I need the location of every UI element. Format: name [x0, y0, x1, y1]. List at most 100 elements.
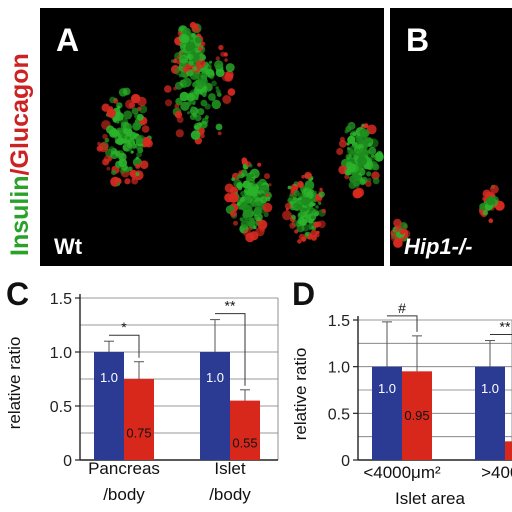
cell-blob: [257, 162, 262, 167]
category-label: /body: [103, 485, 145, 504]
cell-blob: [482, 189, 492, 199]
cell-blob: [218, 44, 224, 51]
cell-blob: [141, 125, 150, 133]
cell-blob: [182, 66, 189, 73]
cell-blob: [118, 129, 124, 134]
cell-blob: [131, 107, 139, 115]
micrograph-panel-b: B Hip1-/-: [390, 8, 512, 266]
cell-blob: [164, 99, 173, 107]
cell-blob: [211, 80, 217, 87]
cell-blob: [201, 117, 209, 125]
panel-a-letter: A: [56, 22, 80, 58]
panel-c-letter: C: [6, 276, 30, 312]
cell-blob: [126, 142, 133, 149]
cell-blob: [352, 160, 356, 164]
cell-blob: [135, 163, 141, 169]
cell-blob: [236, 175, 240, 180]
cell-blob: [240, 219, 250, 228]
cell-blob: [238, 206, 242, 210]
cell-blob: [193, 122, 201, 131]
cell-blob: [264, 173, 270, 180]
bar: [475, 366, 505, 460]
y-tick-label: 1.5: [328, 313, 350, 330]
cell-blob: [114, 112, 124, 121]
cell-blob: [197, 72, 208, 83]
cell-blob: [233, 220, 238, 226]
cell-blob: [256, 216, 261, 221]
bar: [372, 366, 402, 460]
cell-blob: [349, 153, 352, 157]
cell-blob: [357, 156, 368, 166]
panel-b-letter: B: [406, 22, 430, 58]
cell-blob: [135, 172, 140, 177]
cell-blob: [308, 227, 312, 231]
cell-blob: [319, 187, 323, 191]
cell-blob: [262, 202, 273, 213]
cell-blob: [131, 93, 141, 104]
cell-blob: [222, 95, 232, 104]
cell-blob: [187, 111, 191, 115]
cell-blob: [174, 103, 180, 109]
cell-blob: [242, 200, 251, 209]
data-label: 1.0: [481, 381, 499, 396]
cell-blob: [371, 171, 380, 180]
cell-blob: [399, 229, 405, 235]
cell-blob: [209, 75, 214, 80]
cell-blob: [365, 180, 372, 187]
cell-blob: [361, 123, 365, 127]
y-tick-label: 1.0: [50, 345, 72, 362]
y-axis-title: relative ratio: [5, 337, 24, 430]
cell-blob: [231, 177, 236, 182]
cell-blob: [196, 88, 200, 92]
cell-blob: [116, 120, 120, 124]
cell-blob: [175, 129, 184, 138]
cell-blob: [132, 157, 142, 167]
cell-blob: [254, 172, 259, 177]
cell-blob: [321, 208, 327, 214]
cell-blob: [124, 178, 131, 185]
stain-label-text: Insulin/Glucagon: [6, 53, 34, 256]
cell-blob: [268, 183, 272, 187]
cell-blob: [138, 105, 148, 114]
panel-a-genotype: Wt: [54, 234, 83, 259]
cell-blob: [312, 190, 317, 195]
cell-blob: [200, 133, 205, 139]
data-label: 0.75: [126, 426, 151, 441]
cell-blob: [236, 182, 243, 189]
cell-blob: [215, 86, 219, 90]
cell-blob: [318, 191, 325, 198]
cell-blob: [282, 210, 292, 221]
significance-bracket: [215, 313, 246, 386]
cell-blob: [173, 86, 178, 91]
significance-label: *: [121, 319, 127, 335]
cell-blob: [318, 201, 322, 205]
data-label: 1.0: [206, 370, 224, 385]
cell-blob: [109, 146, 115, 152]
cell-blob: [144, 139, 153, 148]
cell-blob: [253, 207, 262, 216]
y-tick-label: 0: [63, 453, 72, 470]
cell-blob: [182, 77, 192, 88]
cell-blob: [192, 101, 196, 105]
cell-blob: [300, 211, 309, 219]
significance-label: **: [225, 298, 236, 314]
data-label: 0.55: [232, 435, 257, 450]
bar: [230, 400, 260, 460]
cell-blob: [186, 93, 195, 102]
data-label: 1.0: [100, 370, 118, 385]
cell-blob: [291, 215, 297, 221]
cell-blob: [302, 207, 307, 212]
cell-blob: [198, 47, 203, 52]
cell-blob: [136, 113, 144, 121]
cell-blob: [285, 202, 292, 210]
cell-blob: [372, 177, 380, 185]
cell-blob: [185, 42, 195, 52]
bar: [124, 379, 154, 460]
cell-blob: [229, 74, 234, 78]
micrograph-panel-a: A Wt: [40, 8, 384, 266]
y-axis-title: relative ratio: [291, 348, 310, 441]
cell-blob: [179, 54, 188, 64]
cell-blob: [255, 189, 266, 200]
stain-glucagon: Glucagon: [6, 53, 34, 168]
cell-blob: [137, 147, 144, 154]
